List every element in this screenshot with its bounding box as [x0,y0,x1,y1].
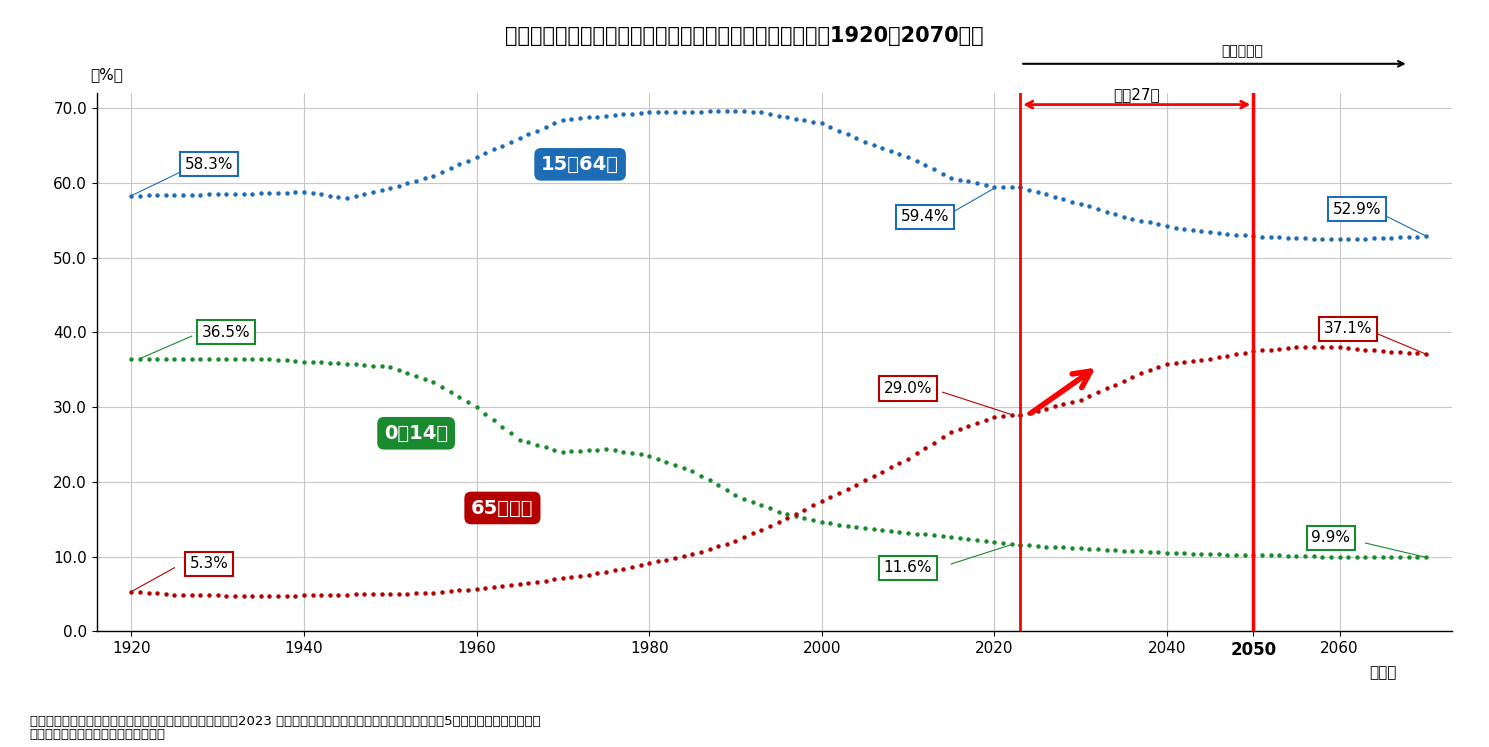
Text: 9.9%: 9.9% [1312,530,1351,545]
Text: 52.9%: 52.9% [1333,202,1382,217]
Text: 29.0%: 29.0% [884,381,932,396]
Text: 5.3%: 5.3% [189,557,228,571]
Text: （推計値）: （推計値） [1221,44,1263,58]
Text: 死亡中位仮定による推計結果より作成: 死亡中位仮定による推計結果より作成 [30,728,165,741]
Text: 15〜64歳: 15〜64歳 [541,155,619,174]
Text: 36.5%: 36.5% [203,325,250,340]
Text: 59.4%: 59.4% [901,209,950,224]
Text: （%）: （%） [89,68,124,83]
Text: 図表１：日本の人口の年齢構造（３区分）の推移と推計（1920〜2070年）: 図表１：日本の人口の年齢構造（３区分）の推移と推計（1920〜2070年） [505,26,984,46]
Text: 0〜14歳: 0〜14歳 [384,424,448,443]
Text: 58.3%: 58.3% [185,157,234,172]
Text: あと27年: あと27年 [1114,87,1160,102]
Text: 11.6%: 11.6% [884,560,932,575]
Text: （年）: （年） [1368,665,1397,680]
Text: 37.1%: 37.1% [1324,321,1373,336]
Text: 資料：国立社会保障・人口問題研究所「人口統計資料集（2023 年改訂版）」及び「日本の将来推計人口（令和5年推計）」の出生中位・: 資料：国立社会保障・人口問題研究所「人口統計資料集（2023 年改訂版）」及び「… [30,716,541,728]
Text: 65歳以上: 65歳以上 [471,498,533,518]
